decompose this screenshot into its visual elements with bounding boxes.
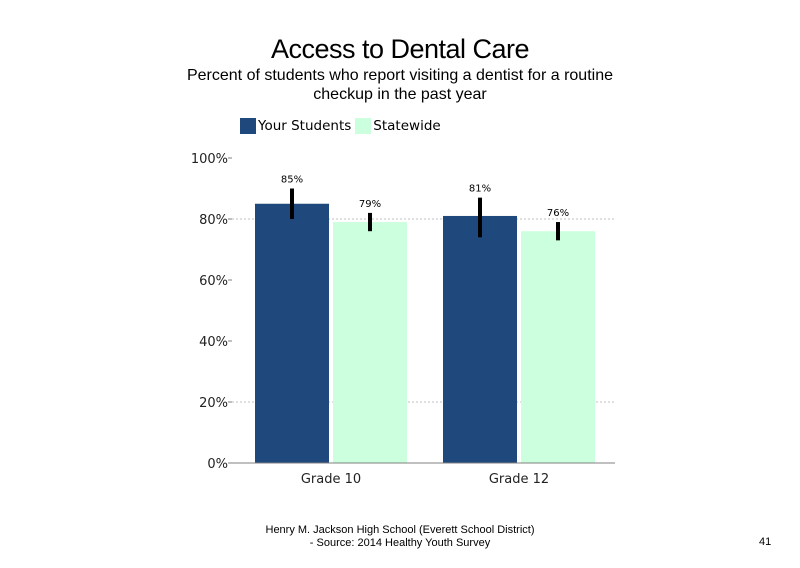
bar-your-students-0 [255, 203, 329, 463]
y-tick-label: 40% [199, 335, 228, 350]
data-label: 85% [281, 175, 303, 186]
data-label: 81% [469, 184, 491, 195]
y-tick-label: 20% [199, 396, 228, 411]
y-tick-label: 100% [191, 152, 228, 167]
footer-source: - Source: 2014 Healthy Youth Survey [309, 537, 491, 549]
y-tick-label: 60% [199, 274, 228, 289]
bar-statewide-0 [333, 222, 407, 463]
chart-title: Access to Dental Care [270, 34, 530, 64]
legend-swatch-your-students [240, 118, 256, 134]
x-tick-label: Grade 10 [301, 472, 361, 487]
legend-item-your-students: Your Students [240, 118, 351, 134]
data-label: 76% [547, 208, 569, 219]
legend-item-statewide: Statewide [355, 118, 441, 134]
footer: Henry M. Jackson High School (Everett Sc… [250, 524, 550, 550]
bar-your-students-1 [443, 215, 517, 463]
legend-label-statewide: Statewide [373, 118, 441, 134]
y-tick-label: 0% [207, 457, 228, 472]
chart-subtitle: Percent of students who report visiting … [186, 67, 613, 103]
legend: Your Students Statewide [240, 118, 445, 134]
page-number: 41 [759, 536, 772, 548]
x-tick-label: Grade 12 [489, 472, 549, 487]
legend-swatch-statewide [355, 118, 372, 134]
data-label: 79% [359, 199, 381, 210]
legend-label-your-students: Your Students [258, 118, 352, 134]
bar-statewide-1 [521, 231, 595, 463]
y-tick-label: 80% [199, 213, 228, 228]
footer-school: Henry M. Jackson High School (Everett Sc… [265, 524, 535, 536]
